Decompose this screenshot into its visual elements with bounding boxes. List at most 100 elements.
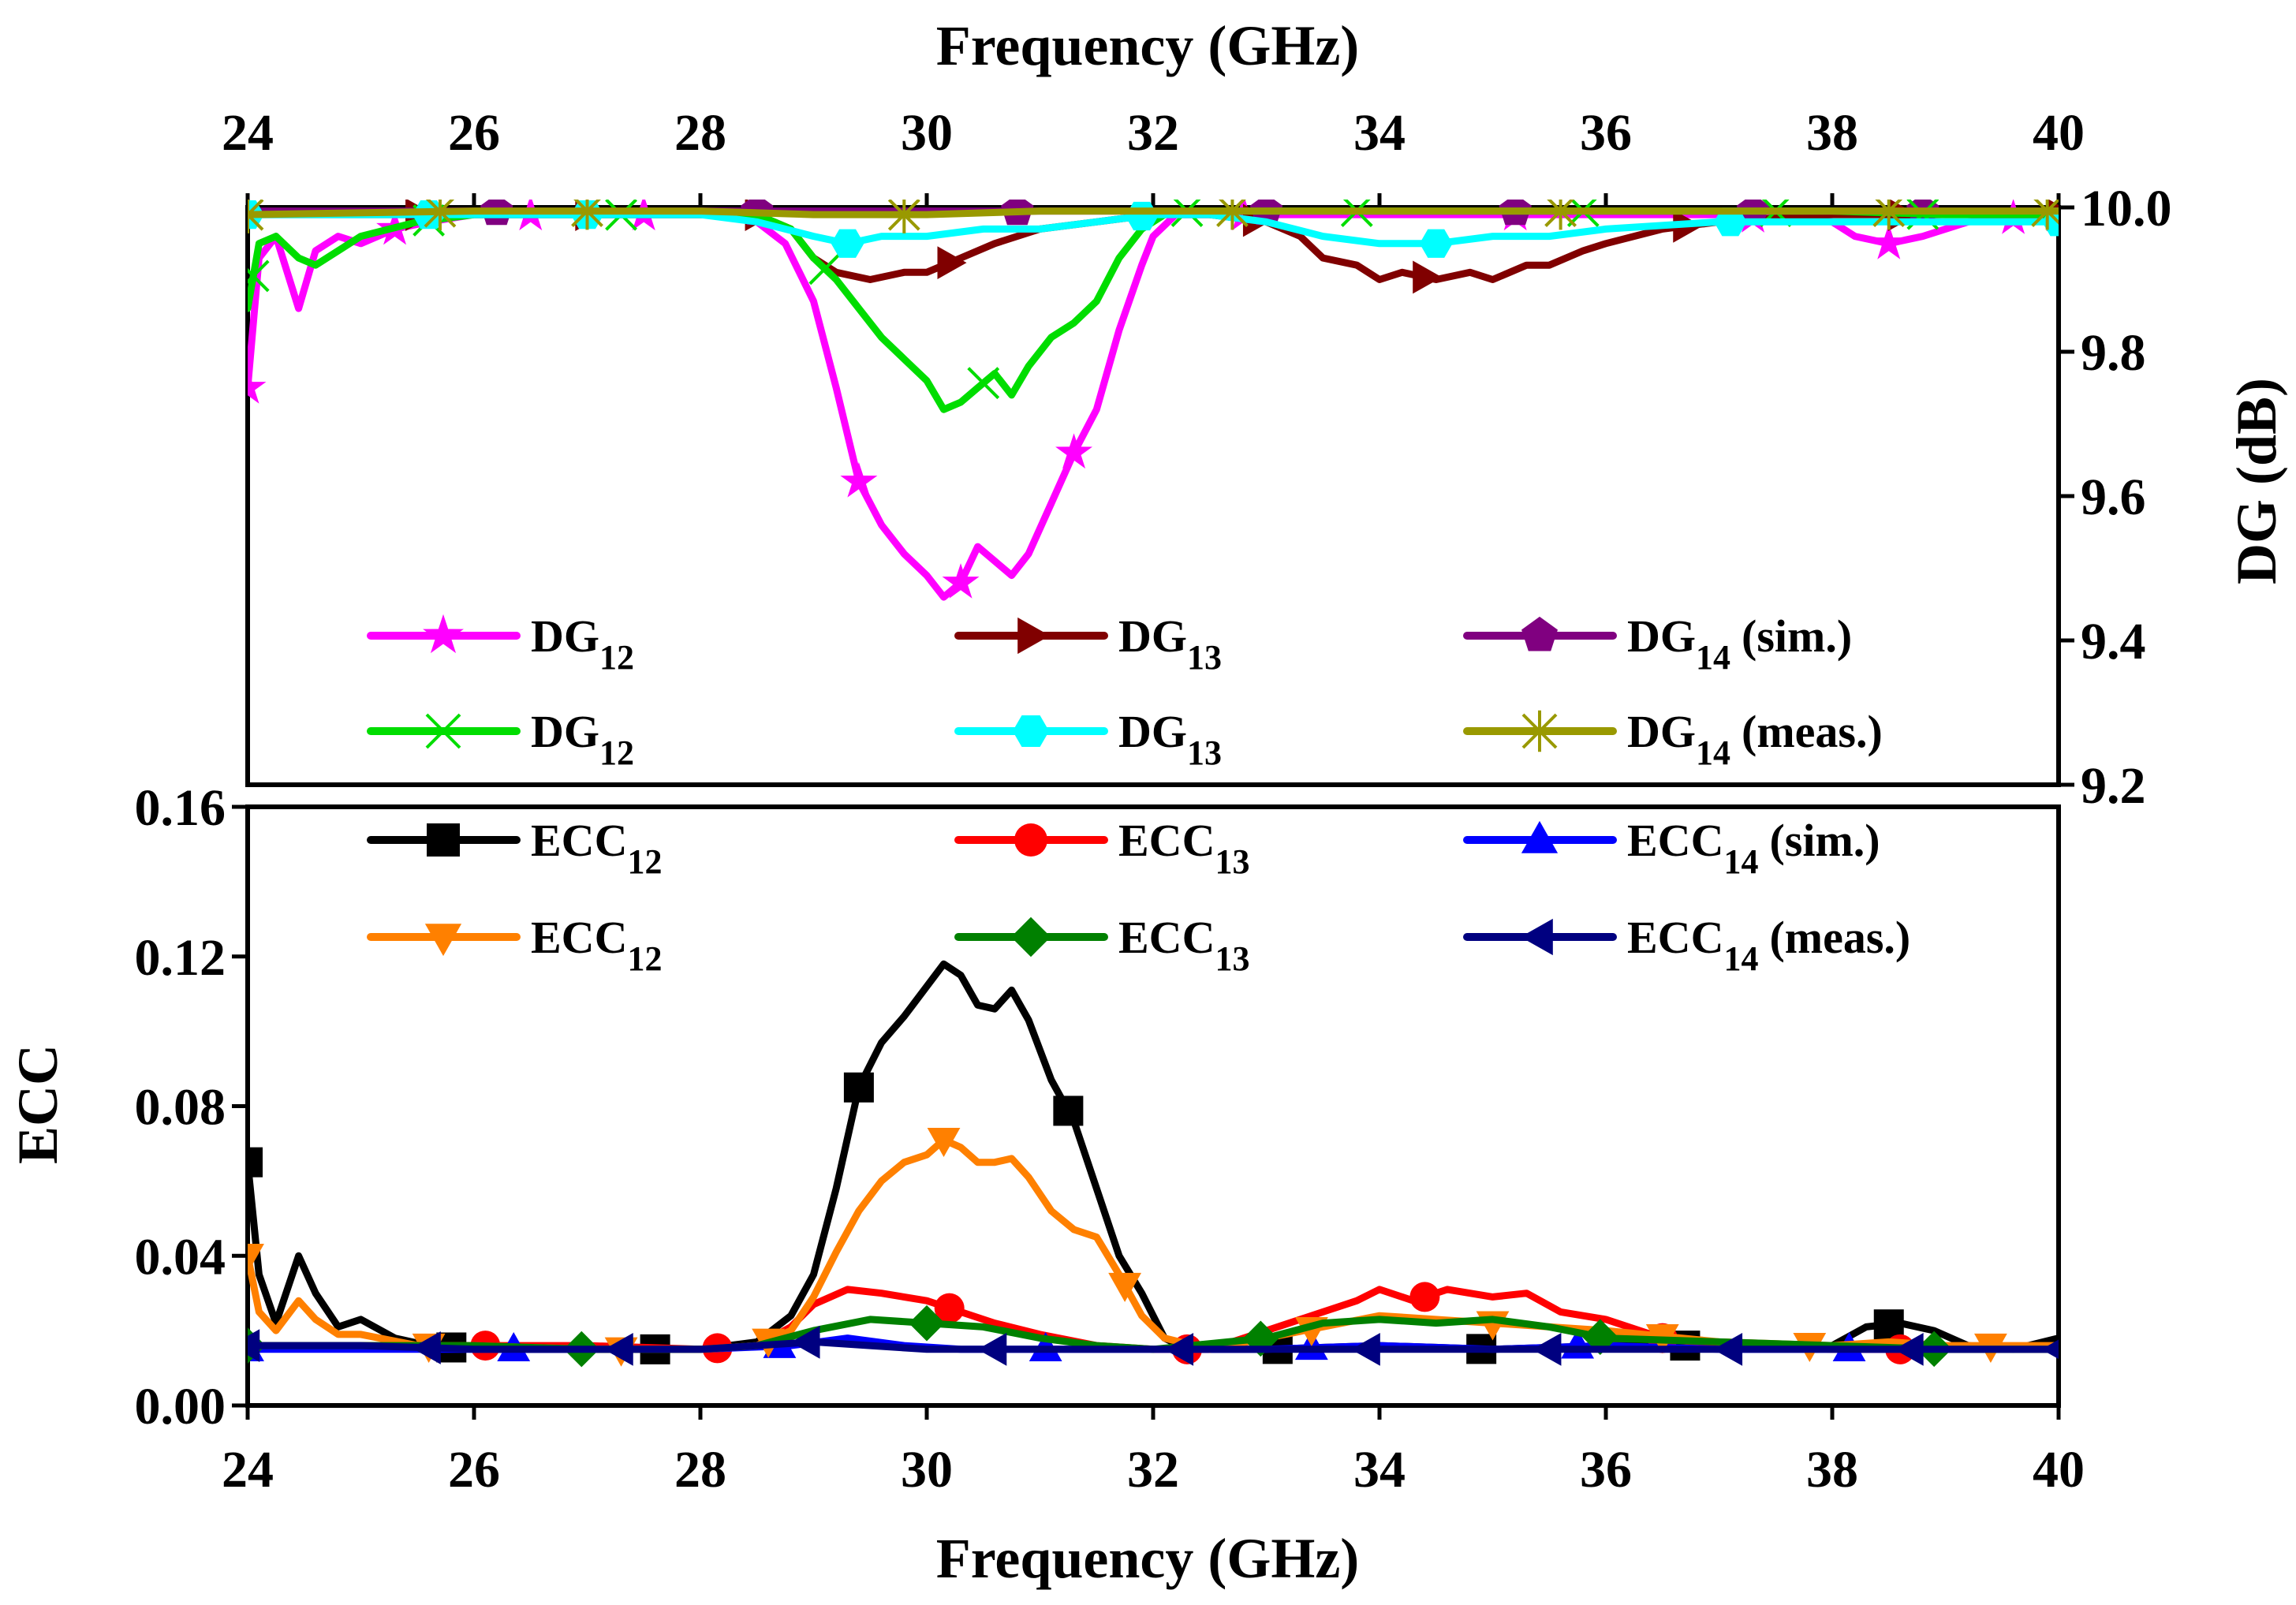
dg-legend-marker-2: [1521, 616, 1558, 651]
ecc-series-1-marker-4: [1409, 1282, 1440, 1312]
dg-series-5-marker-3: [885, 200, 924, 233]
ecc-legend-marker-4: [1010, 916, 1051, 957]
ecc-series-5-marker-1: [411, 1331, 441, 1364]
ecc-series-0-marker-4: [1053, 1096, 1084, 1126]
dg-axes: 24 26 28 30 32 34 36 38 40 9.2 9.4 9.6 9.8 10.0: [222, 104, 2172, 815]
ecc-y-tick-label-4: 0.16: [135, 779, 226, 837]
ecc-series-5-marker-7: [1532, 1332, 1562, 1366]
ecc-series-5-marker-5: [1164, 1332, 1194, 1366]
dg-plot-frame: [245, 205, 2061, 787]
dg-top-x-tick-label-1: 26: [448, 104, 500, 162]
ecc-series-4-marker-2: [909, 1305, 945, 1342]
dg-series-5-marker-1: [421, 200, 459, 231]
ecc-series-5-marker-9: [1894, 1332, 1924, 1366]
dg-top-x-tick-label-6: 36: [1580, 104, 1632, 162]
dg-series-0-marker-5: [942, 563, 980, 599]
ecc-x-tick-label-8: 40: [2033, 1441, 2085, 1499]
dg-legend-marker-0: [423, 614, 464, 654]
dg-series-5-marker-0: [248, 200, 267, 233]
ecc-legend-label-2: ECC14 (sim.): [1627, 815, 1880, 881]
ecc-legend-marker-0: [427, 823, 460, 857]
dg-top-x-tick-label-3: 30: [901, 104, 953, 162]
dg-series-3-marker-0: [248, 259, 270, 293]
dg-top-x-tick-label-7: 38: [1806, 104, 1858, 162]
dg-y-tick-label-2: 9.6: [2081, 468, 2146, 526]
ecc-x-tick-label-5: 34: [1353, 1441, 1406, 1499]
dg-series-4-line: [248, 211, 2059, 248]
ecc-series-5-marker-4: [977, 1332, 1007, 1366]
ecc-series-0-line: [248, 960, 2059, 1353]
dg-legend-marker-5: [1518, 710, 1561, 752]
dg-series-3-marker-3: [808, 252, 842, 286]
ecc-series-5-marker-0: [248, 1329, 260, 1362]
dg-legend-marker-1: [1017, 617, 1051, 655]
ecc-series-0-marker-3: [843, 1072, 874, 1103]
dg-series-4-marker-6: [1713, 207, 1747, 237]
dg-y-tick-label-0: 9.2: [2081, 757, 2146, 815]
ecc-legend-marker-5: [1520, 918, 1553, 956]
ecc-series-3-marker-0: [248, 1244, 264, 1274]
ecc-series-5-marker-2: [603, 1332, 633, 1366]
dg-legend-label-3: DG12: [531, 706, 634, 772]
dg-legend-label-0: DG12: [531, 610, 634, 677]
ecc-legend-marker-2: [1521, 820, 1559, 853]
ecc-legend-label-1: ECC13: [1118, 815, 1249, 881]
dg-legend-label-1: DG13: [1118, 610, 1222, 677]
dg-y-tick-label-3: 9.8: [2081, 324, 2146, 382]
ecc-x-tick-label-6: 36: [1580, 1441, 1632, 1499]
top-x-axis-title: Frequency (GHz): [936, 14, 1360, 77]
dg-legend-label-4: DG13: [1118, 706, 1222, 772]
dg-y-axis-title: DG (dB): [2225, 378, 2288, 584]
dg-legend-label-2: DG14 (sim.): [1627, 610, 1852, 677]
dg-top-x-tick-label-0: 24: [222, 104, 274, 162]
dg-top-x-tick-label-5: 34: [1353, 104, 1406, 162]
ecc-x-tick-label-4: 32: [1127, 1441, 1179, 1499]
ecc-series-5-marker-8: [1713, 1332, 1743, 1366]
ecc-y-axis-title: ECC: [6, 1044, 69, 1164]
ecc-series-3-marker-4: [927, 1127, 961, 1158]
ecc-legend-label-5: ECC14 (meas.): [1627, 912, 1910, 978]
ecc-y-tick-label-2: 0.08: [135, 1079, 226, 1137]
dg-top-x-tick-label-8: 40: [2033, 104, 2085, 162]
ecc-series-5-marker-10: [2041, 1339, 2059, 1360]
dg-series-5-marker-4: [1213, 200, 1252, 230]
dg-series-0-line: [248, 211, 2059, 601]
ecc-series-0-marker-0: [248, 1147, 263, 1178]
dg-series-5-marker-6: [1870, 200, 1908, 230]
ecc-x-tick-label-3: 30: [901, 1441, 953, 1499]
dg-series-0-marker-6: [1055, 433, 1093, 469]
dg-series-4-marker-5: [1419, 229, 1453, 258]
ecc-x-tick-label-0: 24: [222, 1441, 274, 1499]
bottom-x-axis-title: Frequency (GHz): [936, 1527, 1360, 1590]
dg-series-1-marker-5: [1413, 260, 1443, 294]
ecc-x-tick-label-7: 38: [1806, 1441, 1858, 1499]
dg-legend: DG12 DG13 DG14 (sim.) DG12 DG13 DG14 (meas.): [367, 610, 1883, 772]
ecc-legend-label-3: ECC12: [531, 912, 662, 978]
ecc-axes: 24 26 28 30 32 34 36 38 40 0.00 0.04 0.08 0.12 0.16: [135, 779, 2085, 1499]
ecc-legend-marker-3: [424, 924, 462, 957]
dg-legend-label-5: DG14 (meas.): [1627, 706, 1883, 772]
dg-series-0-marker-4: [840, 462, 878, 498]
ecc-legend-label-0: ECC12: [531, 815, 662, 881]
dg-series-0-marker-0: [248, 368, 267, 404]
ecc-y-tick-label-3: 0.12: [135, 929, 226, 987]
dg-series-5-marker-2: [568, 200, 607, 230]
dg-series-5-marker-5: [1541, 200, 1580, 230]
dg-series-1-marker-3: [937, 246, 967, 280]
ecc-plot-area: [248, 960, 2059, 1368]
dg-top-x-tick-label-4: 32: [1127, 104, 1179, 162]
ecc-y-tick-label-0: 0.00: [135, 1378, 226, 1435]
ecc-legend: ECC12 ECC13 ECC14 (sim.) ECC12 ECC13 ECC14 (mea…: [367, 815, 1910, 978]
dg-series-0-marker-10: [1870, 224, 1908, 259]
ecc-series-1-marker-2: [934, 1293, 965, 1323]
ecc-series-5-marker-3: [790, 1325, 820, 1359]
dg-series-5-line: [248, 207, 2059, 218]
ecc-legend-label-4: ECC13: [1118, 912, 1249, 978]
ecc-series-5-marker-6: [1350, 1332, 1380, 1366]
ecc-legend-marker-1: [1014, 823, 1047, 857]
ecc-series-3-marker-5: [1108, 1272, 1142, 1302]
dg-series-5-marker-7: [2028, 200, 2059, 230]
dg-legend-marker-4: [1012, 715, 1050, 748]
ecc-series-0-marker-8: [1873, 1309, 1904, 1340]
